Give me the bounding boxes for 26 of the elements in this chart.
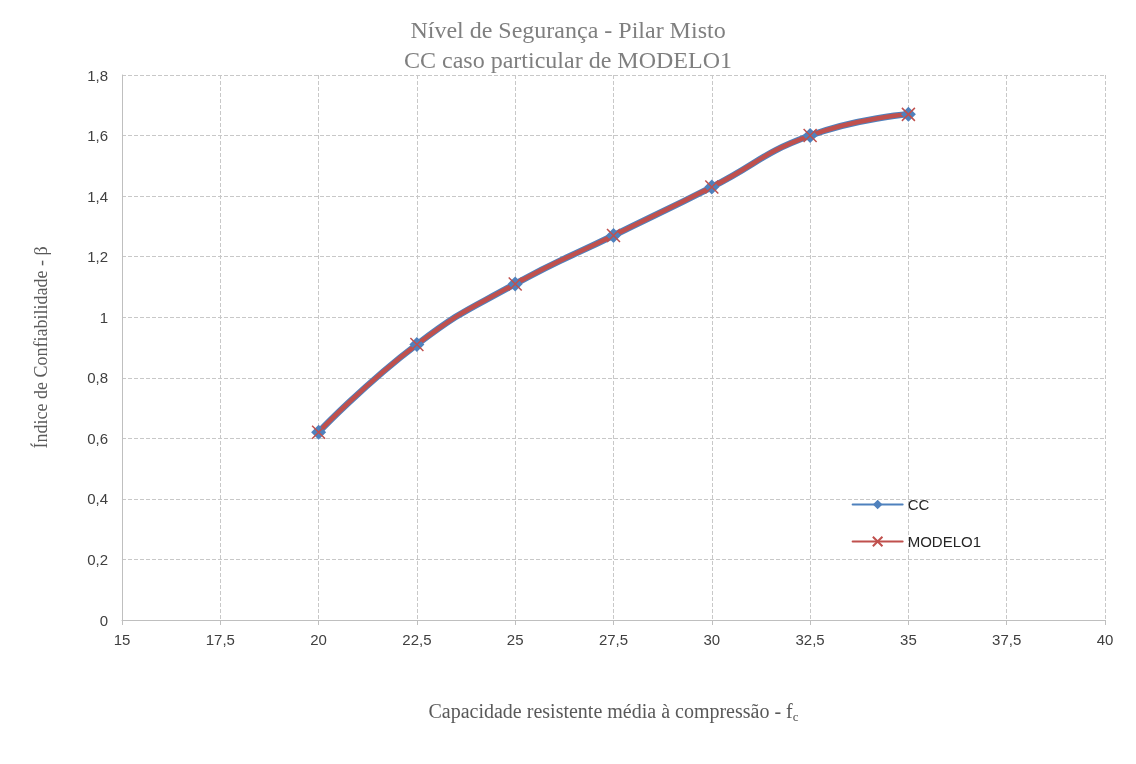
y-tick-label: 1 [99,308,108,326]
x-tick-label: 27,5 [598,631,629,648]
y-tick-label: 1,2 [87,248,108,266]
chart-title: Nível de Segurança - Pilar Misto [410,17,726,43]
x-tick-label: 37,5 [992,631,1022,648]
y-tick-label: 0,4 [87,490,108,508]
y-tick-label: 0,2 [87,550,108,568]
x-tick-label: 25 [506,631,524,648]
x-tick-label: 20 [310,631,327,648]
y-tick-label: 0 [99,611,108,629]
x-tick-label: 40 [1096,631,1114,648]
legend-label: MODELO1 [907,533,982,550]
x-tick-label: 17,5 [205,631,235,648]
x-tick-label: 32,5 [795,631,825,648]
y-tick-label: 1,6 [87,127,108,145]
y-tick-label: 0,6 [87,429,108,447]
legend-label: CC [907,496,930,513]
y-tick-label: 1,4 [87,187,108,205]
x-tick-label: 15 [113,631,131,648]
x-tick-label: 22,5 [402,631,432,648]
y-axis-title: Índice de Confiabilidade - β [30,246,51,449]
x-tick-label: 30 [703,631,721,648]
y-tick-label: 1,8 [87,66,108,84]
y-tick-label: 0,8 [87,369,108,387]
x-tick-label: 35 [900,631,917,648]
chart-subtitle: CC caso particular de MODELO1 [404,47,732,73]
